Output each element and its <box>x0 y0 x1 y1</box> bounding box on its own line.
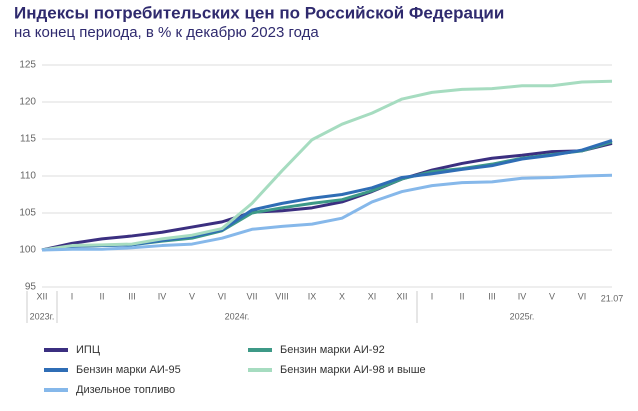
series-line <box>41 79 613 252</box>
x-tick-label: I <box>71 291 74 301</box>
x-tick-label: VI <box>218 291 227 301</box>
x-tick-label: XII <box>396 291 407 301</box>
legend-label: Бензин марки АИ-92 <box>280 344 385 356</box>
y-tick-label: 100 <box>19 245 36 256</box>
x-tick-label: XII <box>36 291 47 301</box>
chart-subtitle: на конец периода, в % к декабрю 2023 год… <box>14 24 319 41</box>
legend-label: ИПЦ <box>76 344 100 356</box>
x-tick-label: X <box>339 291 345 301</box>
x-tick-label: III <box>488 291 496 301</box>
y-tick-label: 120 <box>19 97 36 108</box>
x-tick-label: VII <box>246 291 257 301</box>
x-tick-label: VIII <box>275 291 289 301</box>
y-tick-label: 110 <box>20 171 36 182</box>
x-tick-label: VI <box>578 291 587 301</box>
series-line <box>41 173 613 252</box>
x-tick-label: V <box>549 291 555 301</box>
series-line <box>41 141 613 252</box>
x-tick-label: II <box>459 291 464 301</box>
x-tick-label: XI <box>368 291 377 301</box>
x-tick-label: III <box>128 291 136 301</box>
legend-label: Бензин марки АИ-98 и выше <box>280 364 426 376</box>
x-tick-label: I <box>431 291 434 301</box>
legend-label: Дизельное топливо <box>76 384 175 396</box>
x-tick-label: V <box>189 291 195 301</box>
legend-label: Бензин марки АИ-95 <box>76 364 181 376</box>
y-tick-label: 125 <box>19 60 36 71</box>
y-tick-label: 105 <box>19 208 36 219</box>
x-tick-label: 21.07 <box>601 293 624 303</box>
x-tick-label: IV <box>518 291 527 301</box>
y-tick-label: 95 <box>25 282 37 293</box>
year-label: 2024г. <box>225 311 250 321</box>
x-tick-label: IX <box>308 291 317 301</box>
x-tick-label: II <box>99 291 104 301</box>
x-tick-label: IV <box>158 291 167 301</box>
year-label: 2025г. <box>510 311 535 321</box>
year-label: 2023г. <box>30 311 55 321</box>
chart-title: Индексы потребительских цен по Российско… <box>14 3 504 22</box>
y-tick-label: 115 <box>20 134 36 145</box>
